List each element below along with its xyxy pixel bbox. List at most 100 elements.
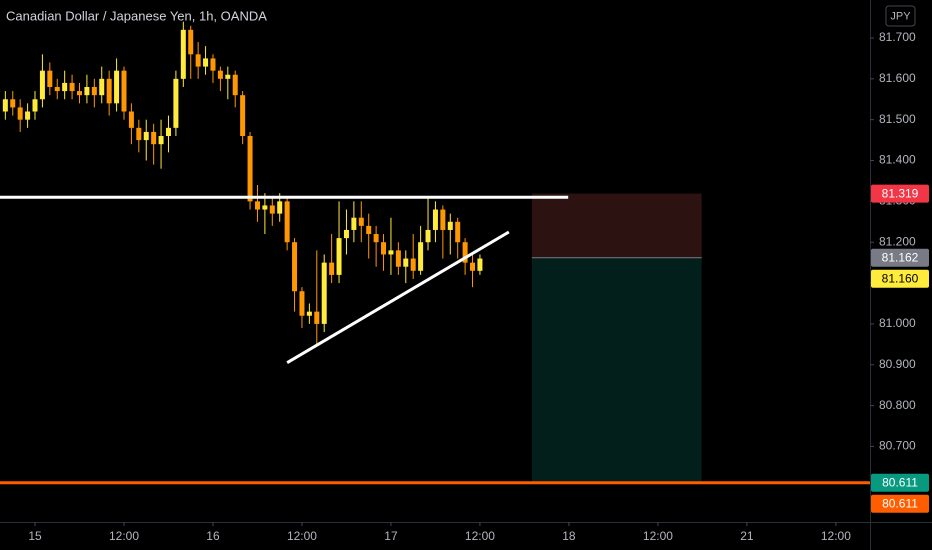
x-tick-label: 12:00 — [109, 529, 139, 543]
candle-body — [195, 54, 201, 67]
candle-body — [10, 99, 16, 108]
chart-title: Canadian Dollar / Japanese Yen, 1h, OAND… — [6, 8, 267, 23]
y-tick-label: 81.400 — [879, 153, 916, 167]
candle-body — [269, 205, 275, 214]
candle-body — [39, 70, 45, 100]
candle-body — [128, 111, 134, 128]
x-tick-label: 18 — [562, 529, 576, 543]
y-tick-label: 80.700 — [879, 439, 916, 453]
candle-body — [262, 205, 268, 210]
candle-body — [366, 225, 372, 235]
x-tick-label: 12:00 — [821, 529, 851, 543]
candle-body — [403, 258, 409, 267]
price-label: 80.611 — [882, 475, 918, 489]
y-tick-label: 80.900 — [879, 357, 916, 371]
y-tick-label: 81.500 — [879, 112, 916, 126]
candle-body — [2, 99, 8, 112]
candle-body — [151, 131, 157, 145]
candle-body — [321, 262, 327, 324]
candle-body — [314, 311, 320, 324]
candle-body — [158, 136, 164, 145]
candle-body — [351, 217, 357, 230]
plot-area — [0, 21, 870, 485]
x-tick-label: 16 — [206, 529, 220, 543]
candle-body — [84, 87, 90, 96]
candle-body — [62, 82, 68, 92]
candle-body — [247, 136, 253, 202]
x-tick-label: 21 — [740, 529, 754, 543]
drawn-line — [286, 230, 510, 364]
y-tick-label: 81.700 — [879, 30, 916, 44]
candle-body — [203, 58, 209, 67]
candle-body — [462, 242, 468, 263]
candle-body — [136, 127, 142, 141]
candle-body — [217, 70, 223, 79]
x-tick-label: 12:00 — [643, 529, 673, 543]
price-label: 81.160 — [882, 271, 919, 285]
candle-body — [188, 29, 194, 55]
x-tick-label: 15 — [28, 529, 42, 543]
candle-body — [395, 250, 401, 267]
y-tick-label: 81.000 — [879, 316, 916, 330]
price-label-box — [871, 248, 929, 267]
price-label: 81.319 — [882, 186, 919, 200]
candle-body — [143, 131, 149, 141]
price-label-box — [871, 473, 929, 492]
candle-body — [306, 311, 312, 316]
candle-body — [418, 242, 424, 271]
candle-body — [388, 250, 394, 255]
candle-body — [425, 229, 431, 243]
candle-body — [381, 242, 387, 255]
candle-body — [440, 209, 446, 230]
candle-body — [336, 238, 342, 275]
candle-body — [180, 29, 186, 79]
candle-body — [343, 229, 349, 239]
position-zone — [531, 193, 702, 258]
candle-body — [91, 87, 97, 96]
candle-body — [121, 70, 127, 112]
y-tick-label: 81.200 — [879, 234, 916, 248]
price-label-box — [871, 184, 929, 203]
candle-body — [432, 209, 438, 230]
x-tick-label: 17 — [384, 529, 398, 543]
candle-body — [299, 291, 305, 316]
candle-body — [470, 262, 476, 271]
candle-body — [329, 262, 335, 275]
currency-label[interactable]: JPY — [890, 10, 911, 22]
candle-body — [477, 258, 483, 271]
y-tick-label: 80.800 — [879, 398, 916, 412]
candle-body — [232, 74, 238, 96]
candle-body — [106, 78, 112, 104]
candle-body — [373, 234, 379, 243]
candle-body — [292, 242, 298, 292]
candle-body — [410, 258, 416, 271]
candle-body — [225, 74, 231, 79]
candle-body — [165, 127, 171, 137]
candle-body — [277, 201, 283, 214]
candle-body — [76, 91, 82, 96]
candle-body — [99, 78, 105, 96]
candle-body — [455, 221, 461, 243]
x-tick-label: 12:00 — [287, 529, 317, 543]
y-tick-label: 81.600 — [879, 71, 916, 85]
currency-button[interactable] — [885, 5, 916, 27]
price-label: 81.162 — [882, 250, 919, 264]
candle-body — [173, 78, 179, 128]
candle-body — [210, 58, 216, 71]
candle-body — [114, 70, 120, 104]
price-label-box — [871, 494, 929, 513]
price-label-box — [871, 269, 929, 288]
candle-body — [240, 95, 246, 137]
x-tick-label: 12:00 — [465, 529, 495, 543]
candle-body — [284, 201, 290, 243]
candle-body — [54, 87, 60, 92]
candle-body — [47, 70, 53, 87]
position-zone — [531, 257, 702, 483]
candle-body — [358, 217, 364, 226]
candle-body — [254, 201, 260, 210]
candle-body — [32, 99, 38, 112]
candle-body — [69, 82, 75, 92]
candle-body — [17, 107, 23, 120]
